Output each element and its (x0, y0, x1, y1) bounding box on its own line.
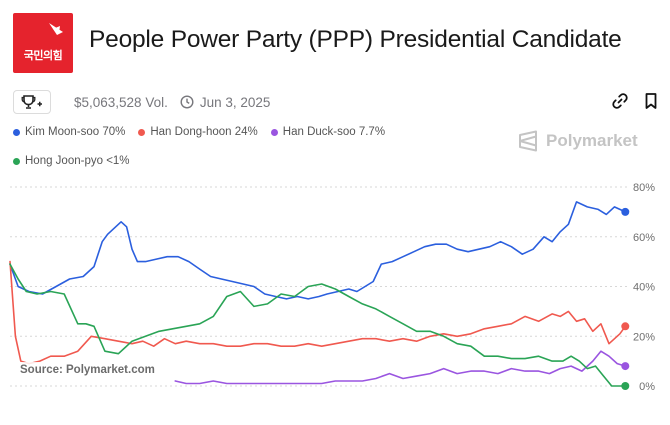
legend-row-2: Hong Joon-pyo <1% (13, 154, 398, 169)
legend-label-han-duck-soo: Han Duck-soo 7.7% (282, 126, 386, 138)
series-endpoint-han-dong-hoon[interactable] (621, 322, 630, 331)
link-icon (612, 93, 628, 109)
y-tick-label-60: 60% (633, 232, 655, 244)
y-tick-label-0: 0% (639, 381, 655, 393)
meta-row: $5,063,528 Vol. Jun 3, 2025 (13, 89, 270, 115)
end-date-label: Jun 3, 2025 (199, 94, 271, 110)
page-title: People Power Party (PPP) Presidential Ca… (89, 26, 622, 53)
legend-item-hong: Hong Joon-pyo <1% (13, 154, 130, 169)
legend-dot-kim (13, 129, 20, 136)
label-layer: 0%20%40%60%80%Apr 13Apr 20Apr 27 (633, 182, 655, 393)
series-line-kim (9, 201, 627, 300)
y-tick-label-20: 20% (633, 331, 655, 343)
chart-legend: Kim Moon-soo 70% Han Dong-hoon 24% Han D… (13, 125, 398, 183)
legend-item-han-dong-hoon: Han Dong-hoon 24% (138, 125, 258, 140)
series-endpoint-kim[interactable] (621, 207, 630, 216)
trophy-plus-icon (21, 95, 42, 109)
grid-layer (10, 186, 628, 387)
legend-row-1: Kim Moon-soo 70% Han Dong-hoon 24% Han D… (13, 125, 398, 140)
y-tick-label-80: 80% (633, 182, 655, 194)
series-layer (9, 201, 630, 390)
series-endpoint-hong[interactable] (621, 382, 630, 390)
party-logo-mark (49, 23, 63, 35)
series-line-hong (9, 263, 627, 387)
legend-label-kim: Kim Moon-soo 70% (25, 126, 126, 138)
series-endpoint-han-duck-soo[interactable] (621, 362, 630, 371)
clock-icon (180, 95, 194, 109)
legend-item-kim: Kim Moon-soo 70% (13, 125, 125, 140)
legend-label-han-dong-hoon: Han Dong-hoon 24% (150, 126, 258, 138)
volume-label: $5,063,528 Vol. (74, 94, 168, 110)
polymarket-logo-icon (519, 130, 537, 152)
party-logo-text: 국민의힘 (23, 50, 63, 62)
watermark-text: Polymarket (546, 131, 638, 150)
legend-dot-han-dong-hoon (138, 129, 146, 136)
trophy-button[interactable] (13, 90, 51, 114)
y-tick-label-40: 40% (633, 282, 655, 294)
end-date: Jun 3, 2025 (180, 94, 271, 110)
copy-link-button[interactable] (611, 92, 629, 110)
legend-item-han-duck-soo: Han Duck-soo 7.7% (270, 125, 386, 140)
series-line-han-dong-hoon (9, 260, 627, 365)
bookmark-icon (645, 93, 657, 109)
legend-dot-han-duck-soo (270, 129, 278, 136)
legend-dot-hong (13, 158, 20, 165)
party-logo: 국민의힘 (13, 13, 73, 73)
legend-label-hong: Hong Joon-pyo <1% (25, 155, 130, 167)
series-line-han-duck-soo (174, 350, 627, 385)
price-history-chart: 0%20%40%60%80%Apr 13Apr 20Apr 27 (9, 182, 655, 393)
source-label: Source: Polymarket.com (16, 362, 159, 378)
polymarket-watermark: Polymarket (517, 130, 638, 152)
bookmark-button[interactable] (642, 92, 660, 110)
